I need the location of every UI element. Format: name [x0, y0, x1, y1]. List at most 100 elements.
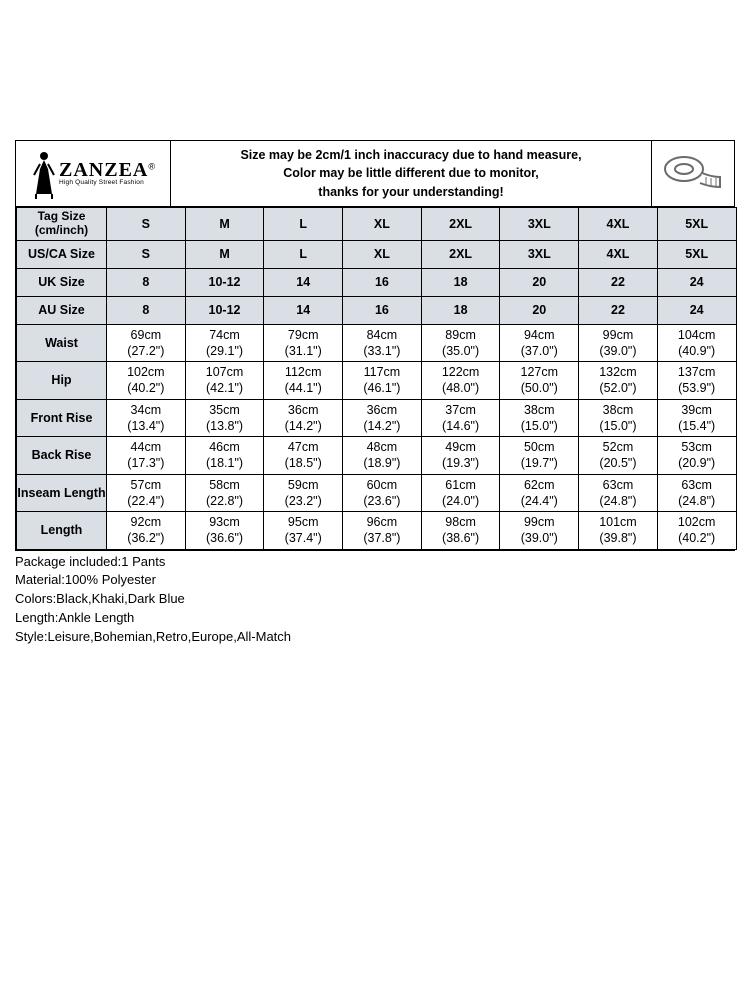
measure-cell: 44cm(17.3") — [107, 437, 186, 475]
row-label: Front Rise — [17, 399, 107, 437]
size-value: 18 — [421, 268, 500, 296]
measure-cell: 63cm(24.8") — [579, 474, 658, 512]
row-label: US/CA Size — [17, 240, 107, 268]
measure-cell: 49cm(19.3") — [421, 437, 500, 475]
row-label: Waist — [17, 324, 107, 362]
note-line: Package included:1 Pants — [15, 553, 735, 572]
measure-cell: 61cm(24.0") — [421, 474, 500, 512]
measure-cell: 112cm(44.1") — [264, 362, 343, 400]
measure-cell: 74cm(29.1") — [185, 324, 264, 362]
tape-measure-icon — [662, 153, 724, 195]
size-value: 20 — [500, 268, 579, 296]
measure-cell: 132cm(52.0") — [579, 362, 658, 400]
measure-cell: 96cm(37.8") — [343, 512, 422, 550]
measure-cell: 137cm(53.9") — [657, 362, 736, 400]
note-line: Material:100% Polyester — [15, 571, 735, 590]
size-value: 16 — [343, 268, 422, 296]
disclaimer: Size may be 2cm/1 inch inaccuracy due to… — [171, 141, 652, 206]
size-chart: ZANZEA® High Quality Street Fashion Size… — [15, 140, 735, 551]
measure-cell: 99cm(39.0") — [579, 324, 658, 362]
measure-row: Back Rise44cm(17.3")46cm(18.1")47cm(18.5… — [17, 437, 737, 475]
row-label: Inseam Length — [17, 474, 107, 512]
measure-cell: 48cm(18.9") — [343, 437, 422, 475]
row-label: UK Size — [17, 268, 107, 296]
measure-cell: 37cm(14.6") — [421, 399, 500, 437]
measure-cell: 34cm(13.4") — [107, 399, 186, 437]
measure-cell: 47cm(18.5") — [264, 437, 343, 475]
measure-cell: 104cm(40.9") — [657, 324, 736, 362]
brand-logo-cell: ZANZEA® High Quality Street Fashion — [16, 141, 171, 206]
brand-tagline: High Quality Street Fashion — [59, 180, 155, 187]
header-row: UK Size810-12141618202224 — [17, 268, 737, 296]
measure-cell: 36cm(14.2") — [264, 399, 343, 437]
measure-row: Length92cm(36.2")93cm(36.6")95cm(37.4")9… — [17, 512, 737, 550]
size-col-header: 3XL — [500, 208, 579, 241]
measure-cell: 36cm(14.2") — [343, 399, 422, 437]
size-value: XL — [343, 240, 422, 268]
measure-cell: 59cm(23.2") — [264, 474, 343, 512]
measure-row: Front Rise34cm(13.4")35cm(13.8")36cm(14.… — [17, 399, 737, 437]
measure-cell: 101cm(39.8") — [579, 512, 658, 550]
measure-cell: 57cm(22.4") — [107, 474, 186, 512]
measure-cell: 60cm(23.6") — [343, 474, 422, 512]
disclaimer-line: Size may be 2cm/1 inch inaccuracy due to… — [240, 146, 581, 164]
note-line: Length:Ankle Length — [15, 609, 735, 628]
measure-cell: 107cm(42.1") — [185, 362, 264, 400]
size-value: 16 — [343, 296, 422, 324]
size-value: 4XL — [579, 240, 658, 268]
measure-cell: 38cm(15.0") — [579, 399, 658, 437]
chart-header: ZANZEA® High Quality Street Fashion Size… — [16, 141, 734, 207]
size-col-header: XL — [343, 208, 422, 241]
size-value: 24 — [657, 268, 736, 296]
measure-cell: 53cm(20.9") — [657, 437, 736, 475]
header-row: AU Size810-12141618202224 — [17, 296, 737, 324]
measure-row: Hip102cm(40.2")107cm(42.1")112cm(44.1")1… — [17, 362, 737, 400]
size-value: S — [107, 240, 186, 268]
size-value: 8 — [107, 296, 186, 324]
measure-row: Inseam Length57cm(22.4")58cm(22.8")59cm(… — [17, 474, 737, 512]
row-label: Length — [17, 512, 107, 550]
header-row-tag-size: Tag Size(cm/inch)SMLXL2XL3XL4XL5XL — [17, 208, 737, 241]
measure-cell: 84cm(33.1") — [343, 324, 422, 362]
row-label: Tag Size(cm/inch) — [17, 208, 107, 241]
size-chart-page: ZANZEA® High Quality Street Fashion Size… — [0, 0, 750, 1000]
measure-cell: 99cm(39.0") — [500, 512, 579, 550]
size-value: 14 — [264, 268, 343, 296]
tape-measure-cell — [652, 141, 734, 206]
measure-cell: 127cm(50.0") — [500, 362, 579, 400]
size-value: 14 — [264, 296, 343, 324]
header-row: US/CA SizeSMLXL2XL3XL4XL5XL — [17, 240, 737, 268]
size-value: 10-12 — [185, 268, 264, 296]
measure-cell: 69cm(27.2") — [107, 324, 186, 362]
measure-cell: 39cm(15.4") — [657, 399, 736, 437]
size-value: L — [264, 240, 343, 268]
measure-cell: 50cm(19.7") — [500, 437, 579, 475]
size-table: Tag Size(cm/inch)SMLXL2XL3XL4XL5XLUS/CA … — [16, 207, 737, 550]
brand-logo: ZANZEA® High Quality Street Fashion — [31, 149, 155, 199]
size-value: 8 — [107, 268, 186, 296]
size-value: 22 — [579, 268, 658, 296]
measure-cell: 102cm(40.2") — [107, 362, 186, 400]
measure-cell: 122cm(48.0") — [421, 362, 500, 400]
disclaimer-line: thanks for your understanding! — [318, 183, 503, 201]
product-notes: Package included:1 PantsMaterial:100% Po… — [15, 553, 735, 647]
measure-cell: 94cm(37.0") — [500, 324, 579, 362]
measure-cell: 38cm(15.0") — [500, 399, 579, 437]
disclaimer-line: Color may be little different due to mon… — [283, 164, 539, 182]
row-label: Hip — [17, 362, 107, 400]
measure-cell: 46cm(18.1") — [185, 437, 264, 475]
measure-cell: 52cm(20.5") — [579, 437, 658, 475]
measure-cell: 102cm(40.2") — [657, 512, 736, 550]
measure-cell: 93cm(36.6") — [185, 512, 264, 550]
measure-cell: 79cm(31.1") — [264, 324, 343, 362]
size-value: 3XL — [500, 240, 579, 268]
measure-cell: 117cm(46.1") — [343, 362, 422, 400]
size-value: 2XL — [421, 240, 500, 268]
size-value: 22 — [579, 296, 658, 324]
measure-cell: 62cm(24.4") — [500, 474, 579, 512]
size-col-header: 4XL — [579, 208, 658, 241]
size-value: 5XL — [657, 240, 736, 268]
measure-cell: 58cm(22.8") — [185, 474, 264, 512]
brand-name: ZANZEA — [59, 159, 148, 181]
size-col-header: 5XL — [657, 208, 736, 241]
